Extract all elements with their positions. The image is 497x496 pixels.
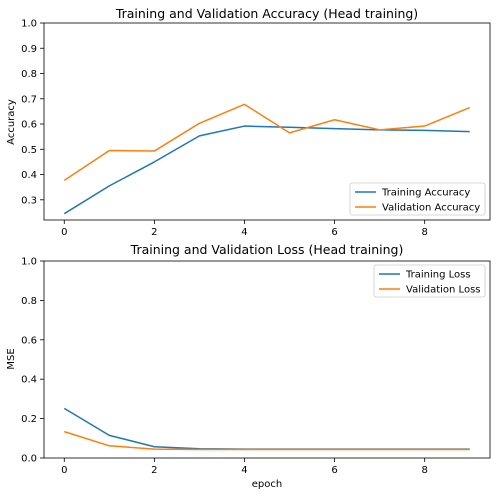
loss-y-tick-label: 1.0 — [21, 257, 37, 268]
accuracy-legend-box — [349, 182, 486, 216]
loss-chart-title: Training and Validation Loss (Head train… — [130, 242, 404, 257]
loss-x-tick-label: 8 — [421, 465, 427, 476]
accuracy-legend-label: Training Accuracy — [381, 188, 470, 199]
loss-plot-area: 0 2 4 6 8 0.0 0.2 0.4 0.6 0.8 1.0 Training Loss Vali… — [21, 257, 491, 476]
loss-x-axis-label: epoch — [252, 479, 282, 490]
loss-axes-frame — [43, 260, 491, 459]
loss-chart: Training and Validation Loss (Head train… — [6, 242, 491, 490]
accuracy-y-axis-label: Accuracy — [6, 99, 17, 145]
accuracy-legend-label: Validation Accuracy — [382, 203, 480, 214]
loss-x-tick-label: 4 — [241, 465, 247, 476]
loss-y-tick-label: 0.4 — [21, 375, 37, 386]
accuracy-y-tick-label: 1.0 — [21, 19, 37, 30]
accuracy-x-tick-label: 2 — [151, 227, 157, 238]
accuracy-x-tick-label: 4 — [241, 227, 247, 238]
loss-x-tick-label: 0 — [61, 465, 67, 476]
accuracy-y-tick-label: 0.3 — [21, 195, 37, 206]
accuracy-series-line-validation — [63, 103, 471, 181]
loss-legend-label: Training Loss — [405, 270, 471, 281]
loss-series-line-validation — [64, 430, 470, 451]
accuracy-y-tick-label: 0.9 — [21, 44, 37, 55]
accuracy-series-line-training — [63, 125, 470, 215]
accuracy-x-tick-label: 6 — [331, 227, 337, 238]
accuracy-y-tick-label: 0.6 — [21, 120, 37, 131]
accuracy-x-tick-label: 0 — [61, 227, 67, 238]
accuracy-y-tick-label: 0.7 — [21, 94, 37, 105]
accuracy-y-tick-label: 0.5 — [21, 145, 37, 156]
accuracy-axes-frame — [43, 22, 491, 221]
accuracy-x-tick-label: 8 — [421, 227, 427, 238]
loss-legend-label: Validation Loss — [406, 285, 481, 296]
accuracy-y-tick-label: 0.4 — [21, 170, 37, 181]
accuracy-y-tick-label: 0.8 — [21, 69, 37, 80]
loss-y-tick-label: 0.2 — [21, 414, 37, 425]
loss-y-axis-label: MSE — [6, 348, 17, 369]
loss-x-tick-label: 6 — [331, 465, 337, 476]
accuracy-chart: Training and Validation Accuracy (Head t… — [6, 6, 491, 238]
loss-series-line-training — [63, 407, 470, 450]
accuracy-plot-area: 0 2 4 6 8 0.3 0.4 0.5 0.6 0.7 0.8 0.9 1.0 Training Ac… — [21, 19, 491, 238]
loss-y-tick-label: 0.0 — [21, 454, 37, 465]
accuracy-chart-title: Training and Validation Accuracy (Head t… — [115, 6, 418, 21]
loss-legend-box — [373, 264, 486, 298]
loss-y-tick-label: 0.8 — [21, 296, 37, 307]
loss-y-tick-label: 0.6 — [21, 335, 37, 346]
loss-x-tick-label: 2 — [151, 465, 157, 476]
